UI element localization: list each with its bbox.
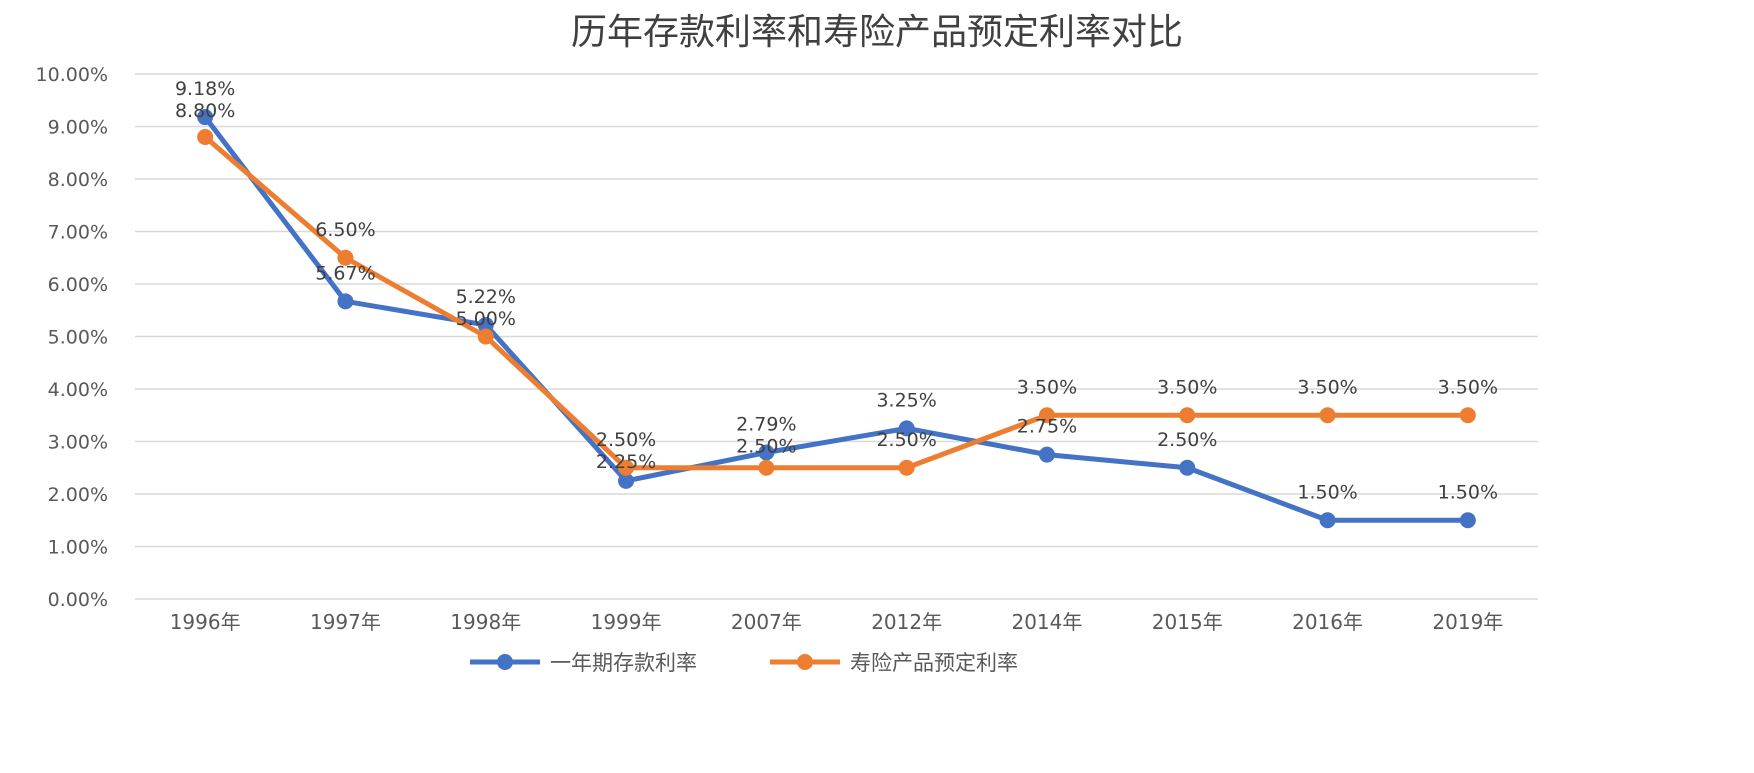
- data-point: [1319, 407, 1336, 424]
- data-label: 2.79%: [736, 414, 796, 436]
- data-point: [618, 459, 635, 476]
- data-point: [197, 109, 214, 126]
- data-label: 2.50%: [1157, 429, 1217, 451]
- y-tick-label: 7.00%: [48, 222, 108, 244]
- data-label: 5.22%: [456, 286, 516, 308]
- x-tick-label: 1999年: [591, 610, 662, 634]
- legend-label: 一年期存款利率: [550, 651, 697, 675]
- data-label: 5.67%: [315, 262, 375, 284]
- data-label: 2.25%: [596, 451, 656, 473]
- data-point: [1038, 407, 1055, 424]
- data-point: [477, 316, 494, 333]
- y-tick-label: 9.00%: [48, 117, 108, 139]
- data-point: [898, 420, 915, 437]
- data-label: 3.50%: [1438, 376, 1498, 398]
- x-tick-label: 2019年: [1432, 610, 1503, 634]
- gridlines: [135, 73, 1538, 600]
- data-label: 1.50%: [1438, 481, 1498, 503]
- data-point: [477, 328, 494, 345]
- x-tick-label: 2007年: [731, 610, 802, 634]
- data-label: 3.50%: [1157, 376, 1217, 398]
- data-point: [1038, 446, 1055, 463]
- data-label: 2.50%: [876, 429, 936, 451]
- series-2: [197, 129, 1476, 476]
- legend-label: 寿险产品预定利率: [850, 651, 1018, 675]
- legend-marker: [797, 654, 813, 670]
- y-tick-label: 0.00%: [48, 589, 108, 611]
- legend-item: 一年期存款利率: [470, 651, 697, 675]
- legend: 一年期存款利率 寿险产品预定利率: [470, 651, 1018, 675]
- series-line: [202, 114, 1471, 523]
- data-point: [758, 444, 775, 461]
- data-point: [1179, 459, 1196, 476]
- y-tick-label: 3.00%: [48, 432, 108, 454]
- data-label: 2.50%: [596, 429, 656, 451]
- data-label: 1.50%: [1297, 481, 1357, 503]
- data-label: 6.50%: [315, 219, 375, 241]
- x-tick-label: 2012年: [871, 610, 942, 634]
- x-tick-label: 1998年: [450, 610, 521, 634]
- y-tick-label: 1.00%: [48, 537, 108, 559]
- series-layer: [197, 109, 1476, 529]
- y-tick-label: 10.00%: [36, 64, 108, 86]
- data-point: [1459, 512, 1476, 529]
- data-label: 2.50%: [736, 436, 796, 458]
- x-axis-ticks: 1996年 1997年 1998年 1999年 2007年 2012年 2014年 2015年…: [170, 610, 1504, 634]
- data-point: [618, 472, 635, 489]
- x-tick-label: 2016年: [1292, 610, 1363, 634]
- data-point: [197, 129, 214, 145]
- x-tick-label: 2014年: [1011, 610, 1082, 634]
- data-label: 3.50%: [1297, 376, 1357, 398]
- data-label: 3.25%: [876, 389, 936, 411]
- data-point: [1459, 407, 1476, 424]
- data-label: 2.75%: [1017, 416, 1077, 438]
- data-point: [337, 293, 354, 310]
- x-tick-label: 2015年: [1152, 610, 1223, 634]
- y-tick-label: 2.00%: [48, 484, 108, 506]
- data-point: [898, 459, 915, 476]
- chart-title: 历年存款利率和寿险产品预定利率对比: [571, 12, 1183, 53]
- data-point: [1319, 512, 1336, 529]
- data-point: [758, 459, 775, 476]
- y-tick-label: 8.00%: [48, 169, 108, 191]
- data-label: 5.00%: [456, 308, 516, 330]
- data-label: 3.50%: [1017, 376, 1077, 398]
- y-axis-ticks: 0.00% 1.00% 2.00% 3.00% 4.00% 5.00% 6.00% 7.00%…: [36, 64, 108, 611]
- series-line: [202, 134, 1471, 471]
- data-label: 9.18%: [175, 78, 235, 100]
- legend-item: 寿险产品预定利率: [770, 651, 1018, 675]
- series-1: [197, 109, 1476, 529]
- legend-marker: [497, 654, 513, 670]
- data-point: [337, 249, 354, 266]
- x-tick-label: 1996年: [170, 610, 241, 634]
- data-point: [1179, 407, 1196, 424]
- x-tick-label: 1997年: [310, 610, 381, 634]
- data-label: 8.80%: [175, 100, 235, 122]
- y-tick-label: 5.00%: [48, 327, 108, 349]
- y-tick-label: 4.00%: [48, 379, 108, 401]
- y-tick-label: 6.00%: [48, 274, 108, 296]
- data-labels: 9.18%8.80%5.67%6.50%5.22%5.00%2.25%2.50%…: [175, 78, 1498, 503]
